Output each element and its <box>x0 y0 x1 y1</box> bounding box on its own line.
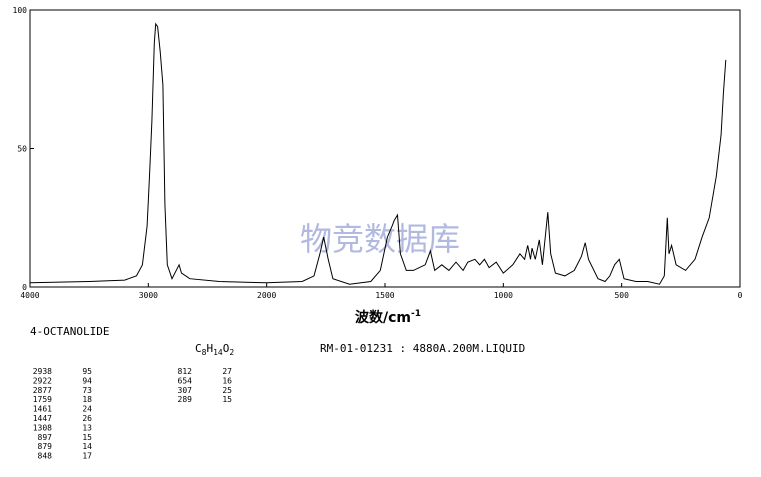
formula-element: C <box>195 342 202 355</box>
peak-wavenumber: 289 <box>178 395 193 404</box>
peak-intensity: 25 <box>222 386 232 395</box>
x-tick-label: 0 <box>738 291 743 300</box>
formula-subscript: 8 <box>202 348 207 357</box>
x-tick-label: 4000 <box>20 291 39 300</box>
sample-info: RM-01-01231 : 4880A.200M.LIQUID <box>320 342 525 355</box>
peak-intensity: 14 <box>82 442 92 451</box>
peak-intensity: 16 <box>222 376 232 385</box>
peak-intensity: 73 <box>82 386 92 395</box>
x-tick-label: 500 <box>614 291 629 300</box>
peak-intensity: 15 <box>222 395 232 404</box>
peak-wavenumber: 1461 <box>33 405 52 414</box>
x-label-sup: -1 <box>411 309 421 319</box>
peak-intensity: 24 <box>82 405 92 414</box>
formula-subscript: 14 <box>213 348 223 357</box>
peak-intensity: 95 <box>82 367 92 376</box>
formula-element: O <box>223 342 230 355</box>
peak-wavenumber: 1447 <box>33 414 52 423</box>
y-tick-label: 0 <box>22 283 27 292</box>
peak-wavenumber: 848 <box>38 452 53 461</box>
peak-intensity: 94 <box>82 376 92 385</box>
spectrum-line <box>29 22 727 285</box>
peak-wavenumber: 307 <box>178 386 193 395</box>
formula-element: H <box>206 342 213 355</box>
peak-wavenumber: 897 <box>38 433 53 442</box>
peak-wavenumber: 1308 <box>33 423 52 432</box>
peak-intensity: 15 <box>82 433 92 442</box>
peak-wavenumber: 1759 <box>33 395 52 404</box>
y-tick-label: 100 <box>13 6 28 15</box>
peak-intensity: 26 <box>82 414 92 423</box>
peak-wavenumber: 654 <box>178 376 193 385</box>
peak-intensity: 18 <box>82 395 92 404</box>
x-tick-label: 3000 <box>139 291 158 300</box>
peak-wavenumber: 2877 <box>33 386 52 395</box>
peak-wavenumber: 2922 <box>33 376 52 385</box>
y-tick-label: 50 <box>17 145 27 154</box>
compound-name: 4-OCTANOLIDE <box>30 325 109 338</box>
peak-intensity: 17 <box>82 452 92 461</box>
peak-intensity: 27 <box>222 367 232 376</box>
peak-wavenumber: 2938 <box>33 367 52 376</box>
formula-subscript: 2 <box>229 348 234 357</box>
peak-wavenumber: 812 <box>178 367 193 376</box>
x-label-text: 波数/cm <box>355 309 411 326</box>
peak-wavenumber: 879 <box>38 442 53 451</box>
x-tick-label: 2000 <box>257 291 276 300</box>
formula: C8H14O2 <box>195 342 234 357</box>
x-tick-label: 1500 <box>375 291 394 300</box>
x-axis-label: 波数/cm-1 <box>355 309 421 326</box>
x-tick-label: 1000 <box>494 291 513 300</box>
peak-intensity: 13 <box>82 423 92 432</box>
